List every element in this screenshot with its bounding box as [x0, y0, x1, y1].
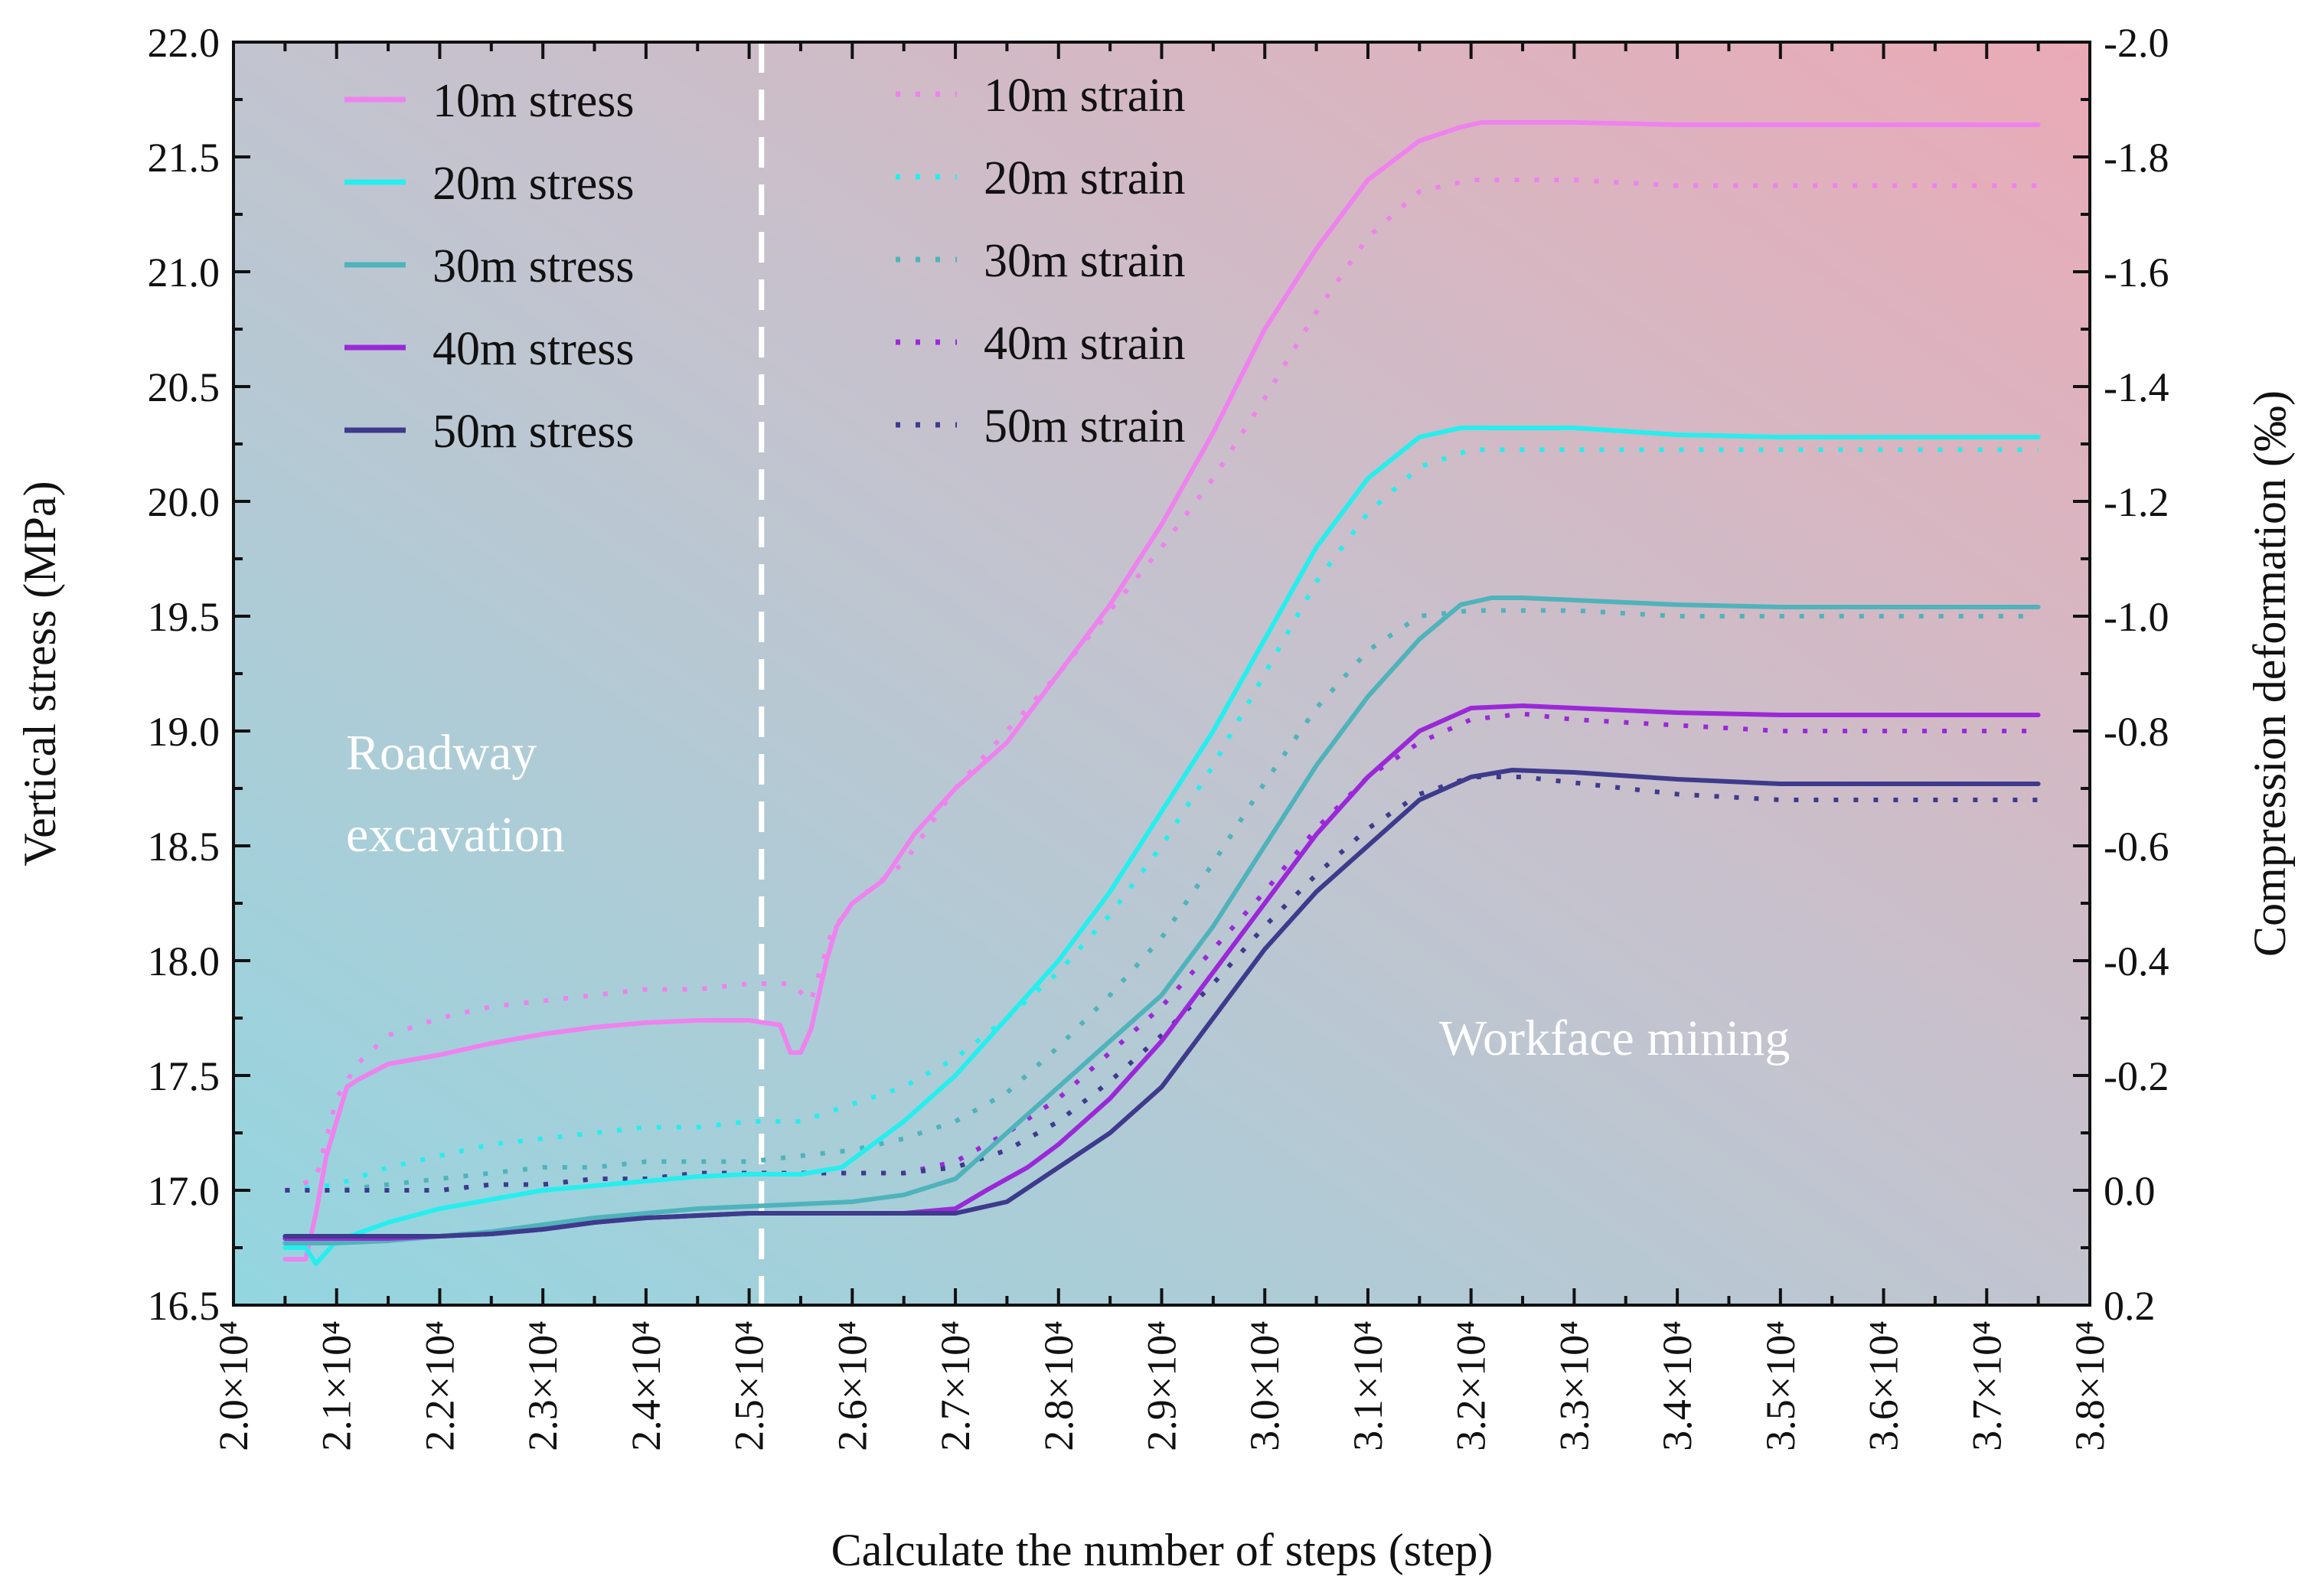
y-axis-left-title: Vertical stress (MPa): [15, 481, 65, 866]
y-left-tick-label: 16.5: [148, 1283, 220, 1329]
y-right-tick-label: -1.8: [2104, 135, 2169, 181]
x-tick-label: 3.5×10⁴: [1758, 1320, 1804, 1451]
x-tick-label: 2.4×10⁴: [623, 1320, 669, 1451]
y-left-tick-label: 19.0: [148, 709, 220, 755]
x-tick-label: 3.8×10⁴: [2067, 1320, 2113, 1451]
axis-ticks: 16.5 17.0 17.5 18.0 18.5 19.0 19.5 20.0 20.5 21.0…: [148, 20, 2169, 1451]
legend-label-10m-stress: 10m stress: [433, 75, 635, 127]
y-right-tick-label: -0.6: [2104, 824, 2169, 870]
x-tick-label: 3.6×10⁴: [1861, 1320, 1907, 1451]
series-line-10m-stress: [282, 120, 2041, 1261]
y-left-tick-label: 19.5: [148, 594, 220, 640]
y-left-tick-label: 22.0: [148, 20, 220, 66]
y-right-tick-label: -2.0: [2104, 20, 2169, 66]
x-tick-label: 3.2×10⁴: [1448, 1320, 1494, 1451]
series-line-30m-stress: [282, 596, 2041, 1245]
y-left-tick-label: 21.5: [148, 135, 220, 181]
legend-label-40m-stress: 40m stress: [433, 323, 635, 375]
y-right-tick-label: -1.6: [2104, 250, 2169, 295]
plot-background: [233, 42, 2090, 1305]
y-left-tick-label: 17.0: [148, 1168, 220, 1214]
y-right-tick-label: -0.4: [2104, 938, 2169, 984]
y-left-tick-label: 20.0: [148, 479, 220, 525]
x-tick-label: 2.3×10⁴: [520, 1320, 566, 1451]
annotation-roadway: Roadway: [346, 725, 537, 781]
y-left-tick-label: 21.0: [148, 250, 220, 295]
x-tick-label: 2.0×10⁴: [211, 1320, 256, 1451]
legend-label-30m-stress: 30m stress: [433, 240, 635, 292]
y-right-tick-label: 0.2: [2104, 1283, 2156, 1329]
x-tick-label: 2.7×10⁴: [932, 1320, 978, 1451]
y-right-tick-label: -0.2: [2104, 1053, 2169, 1099]
legend-label-10m-strain: 10m strain: [984, 70, 1185, 122]
legend-label-50m-strain: 50m strain: [984, 400, 1185, 452]
y-right-tick-label: 0.0: [2104, 1168, 2156, 1214]
y-axis-right-title: Compression deformation (‰): [2244, 390, 2295, 957]
x-tick-label: 2.9×10⁴: [1139, 1320, 1185, 1451]
x-tick-label: 3.4×10⁴: [1654, 1320, 1700, 1451]
x-tick-label: 3.0×10⁴: [1242, 1320, 1288, 1451]
legend-strain: 10m strain 20m strain 30m strain 40m str…: [896, 70, 1185, 452]
series-line-30m-strain: [285, 608, 2039, 1193]
annotation-workface-mining: Workface mining: [1439, 1010, 1790, 1066]
legend-label-50m-stress: 50m stress: [433, 406, 635, 458]
x-tick-label: 3.7×10⁴: [1964, 1320, 2009, 1451]
x-tick-label: 3.3×10⁴: [1551, 1320, 1597, 1451]
legend-label-20m-strain: 20m strain: [984, 152, 1185, 204]
legend-label-20m-stress: 20m stress: [433, 158, 635, 210]
series-line-50m-stress: [282, 768, 2041, 1239]
x-tick-label: 3.1×10⁴: [1345, 1320, 1391, 1451]
x-tick-label: 2.1×10⁴: [314, 1320, 360, 1451]
y-left-tick-label: 18.5: [148, 824, 220, 870]
series-line-20m-stress: [282, 426, 2041, 1266]
y-left-tick-label: 18.0: [148, 938, 220, 984]
x-tick-label: 2.5×10⁴: [726, 1320, 772, 1451]
y-left-tick-label: 20.5: [148, 364, 220, 410]
annotation-excavation: excavation: [346, 807, 565, 863]
series-lines: [282, 120, 2041, 1266]
y-right-tick-label: -1.0: [2104, 594, 2169, 640]
x-tick-label: 2.2×10⁴: [416, 1320, 462, 1451]
legend-label-40m-strain: 40m strain: [984, 318, 1185, 370]
x-tick-label: 2.6×10⁴: [829, 1320, 875, 1451]
y-left-tick-label: 17.5: [148, 1053, 220, 1099]
y-right-tick-label: -1.4: [2104, 364, 2169, 410]
y-right-tick-label: -0.8: [2104, 709, 2169, 755]
x-axis-title: Calculate the number of steps (step): [831, 1525, 1494, 1575]
legend-label-30m-strain: 30m strain: [984, 235, 1185, 287]
x-tick-label: 2.8×10⁴: [1036, 1320, 1082, 1451]
y-right-tick-label: -1.2: [2104, 479, 2169, 525]
legend-stress: 10m stress 20m stress 30m stress 40m str…: [344, 75, 635, 458]
